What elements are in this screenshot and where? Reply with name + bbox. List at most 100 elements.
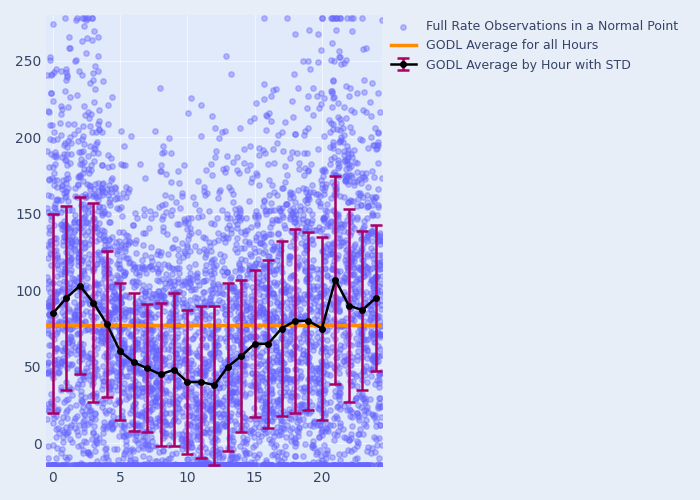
Full Rate Observations in a Normal Point [302, 335, 313, 343]
Full Rate Observations in a Normal Point [303, 270, 314, 278]
Full Rate Observations in a Normal Point [197, 415, 208, 423]
Full Rate Observations in a Normal Point [196, 212, 207, 220]
Full Rate Observations in a Normal Point [234, 266, 246, 274]
Full Rate Observations in a Normal Point [172, 250, 183, 258]
Full Rate Observations in a Normal Point [272, 423, 283, 431]
Full Rate Observations in a Normal Point [289, 30, 300, 38]
Full Rate Observations in a Normal Point [281, 304, 293, 312]
Full Rate Observations in a Normal Point [254, 310, 265, 318]
Full Rate Observations in a Normal Point [232, 322, 244, 330]
Full Rate Observations in a Normal Point [151, 414, 162, 422]
Full Rate Observations in a Normal Point [193, 460, 204, 468]
Full Rate Observations in a Normal Point [76, 408, 88, 416]
Full Rate Observations in a Normal Point [363, 334, 374, 342]
Full Rate Observations in a Normal Point [192, 278, 203, 285]
Full Rate Observations in a Normal Point [321, 271, 332, 279]
Full Rate Observations in a Normal Point [217, 298, 228, 306]
Full Rate Observations in a Normal Point [259, 208, 270, 216]
Full Rate Observations in a Normal Point [303, 196, 314, 203]
Full Rate Observations in a Normal Point [141, 428, 153, 436]
Full Rate Observations in a Normal Point [271, 366, 282, 374]
Full Rate Observations in a Normal Point [264, 192, 275, 200]
Full Rate Observations in a Normal Point [265, 338, 276, 345]
Full Rate Observations in a Normal Point [151, 298, 162, 306]
Full Rate Observations in a Normal Point [230, 240, 241, 248]
Full Rate Observations in a Normal Point [220, 334, 231, 342]
Full Rate Observations in a Normal Point [152, 250, 163, 258]
Full Rate Observations in a Normal Point [138, 370, 149, 378]
Full Rate Observations in a Normal Point [357, 290, 368, 298]
Full Rate Observations in a Normal Point [99, 246, 110, 254]
Full Rate Observations in a Normal Point [120, 254, 131, 262]
Full Rate Observations in a Normal Point [231, 460, 242, 468]
Full Rate Observations in a Normal Point [274, 206, 286, 214]
Full Rate Observations in a Normal Point [376, 350, 387, 358]
Full Rate Observations in a Normal Point [306, 442, 317, 450]
Full Rate Observations in a Normal Point [287, 208, 298, 216]
Full Rate Observations in a Normal Point [222, 234, 233, 242]
Full Rate Observations in a Normal Point [254, 239, 265, 247]
Full Rate Observations in a Normal Point [90, 250, 101, 258]
Full Rate Observations in a Normal Point [50, 288, 61, 296]
Full Rate Observations in a Normal Point [316, 180, 328, 188]
Full Rate Observations in a Normal Point [77, 404, 88, 411]
Full Rate Observations in a Normal Point [214, 296, 225, 304]
Full Rate Observations in a Normal Point [218, 422, 230, 430]
Full Rate Observations in a Normal Point [232, 166, 243, 174]
Full Rate Observations in a Normal Point [66, 438, 78, 446]
Full Rate Observations in a Normal Point [167, 460, 178, 468]
Full Rate Observations in a Normal Point [139, 373, 150, 381]
Full Rate Observations in a Normal Point [269, 159, 280, 167]
Full Rate Observations in a Normal Point [147, 394, 158, 402]
Full Rate Observations in a Normal Point [375, 304, 386, 312]
Full Rate Observations in a Normal Point [129, 282, 140, 290]
Full Rate Observations in a Normal Point [293, 428, 304, 436]
Full Rate Observations in a Normal Point [172, 369, 183, 377]
Full Rate Observations in a Normal Point [183, 430, 195, 438]
Full Rate Observations in a Normal Point [365, 332, 376, 340]
Full Rate Observations in a Normal Point [151, 458, 162, 466]
Full Rate Observations in a Normal Point [120, 306, 131, 314]
Full Rate Observations in a Normal Point [340, 246, 351, 254]
Full Rate Observations in a Normal Point [113, 264, 125, 272]
Full Rate Observations in a Normal Point [157, 389, 168, 397]
Full Rate Observations in a Normal Point [190, 460, 201, 468]
Full Rate Observations in a Normal Point [280, 341, 291, 349]
Full Rate Observations in a Normal Point [213, 350, 224, 358]
Full Rate Observations in a Normal Point [258, 306, 269, 314]
Full Rate Observations in a Normal Point [285, 460, 296, 468]
Full Rate Observations in a Normal Point [160, 374, 172, 382]
Full Rate Observations in a Normal Point [220, 460, 232, 468]
Full Rate Observations in a Normal Point [103, 270, 114, 278]
Full Rate Observations in a Normal Point [207, 446, 218, 454]
Full Rate Observations in a Normal Point [224, 460, 235, 468]
Full Rate Observations in a Normal Point [344, 258, 356, 266]
Full Rate Observations in a Normal Point [303, 396, 314, 404]
Full Rate Observations in a Normal Point [368, 365, 379, 373]
Full Rate Observations in a Normal Point [265, 460, 276, 468]
Full Rate Observations in a Normal Point [245, 458, 256, 466]
Full Rate Observations in a Normal Point [264, 206, 275, 214]
Full Rate Observations in a Normal Point [174, 256, 185, 264]
Full Rate Observations in a Normal Point [144, 384, 155, 392]
Full Rate Observations in a Normal Point [59, 156, 70, 164]
Full Rate Observations in a Normal Point [179, 371, 190, 379]
Full Rate Observations in a Normal Point [227, 450, 238, 458]
Full Rate Observations in a Normal Point [115, 194, 126, 202]
Full Rate Observations in a Normal Point [168, 408, 179, 416]
Full Rate Observations in a Normal Point [252, 214, 263, 222]
Full Rate Observations in a Normal Point [298, 220, 309, 228]
Full Rate Observations in a Normal Point [318, 214, 330, 222]
Full Rate Observations in a Normal Point [69, 218, 80, 226]
Full Rate Observations in a Normal Point [195, 302, 206, 310]
Full Rate Observations in a Normal Point [167, 460, 178, 468]
Full Rate Observations in a Normal Point [70, 314, 81, 322]
Full Rate Observations in a Normal Point [353, 460, 364, 468]
Full Rate Observations in a Normal Point [304, 361, 315, 369]
Full Rate Observations in a Normal Point [99, 444, 111, 452]
Full Rate Observations in a Normal Point [233, 290, 244, 298]
Full Rate Observations in a Normal Point [127, 460, 138, 468]
Full Rate Observations in a Normal Point [320, 460, 331, 468]
Full Rate Observations in a Normal Point [205, 406, 216, 413]
Full Rate Observations in a Normal Point [174, 358, 186, 366]
